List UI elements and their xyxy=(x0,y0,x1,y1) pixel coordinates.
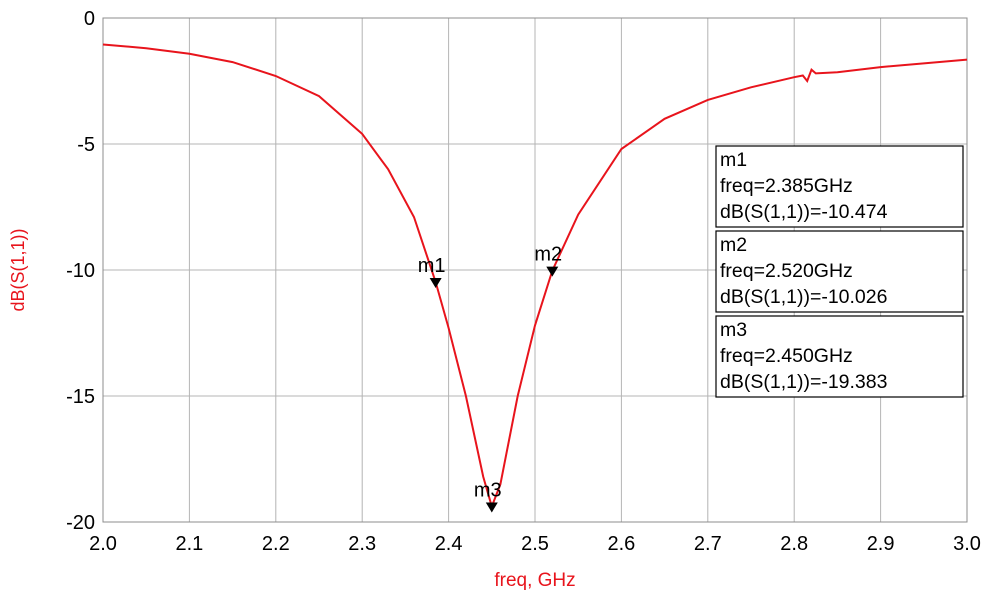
x-tick-label: 2.8 xyxy=(780,533,808,555)
readout-line: freq=2.520GHz xyxy=(720,260,853,282)
readout-box-frame xyxy=(715,145,964,228)
readout-line: m2 xyxy=(720,234,747,256)
x-tick-label: 2.3 xyxy=(348,533,376,555)
readout-line: dB(S(1,1))=-10.474 xyxy=(720,201,888,223)
marker-m1-triangle xyxy=(429,277,442,288)
readout-line: m3 xyxy=(720,319,747,341)
readout-box-m3: m3 freq=2.450GHz dB(S(1,1))=-19.383 xyxy=(715,315,964,398)
x-tick-label: 2.2 xyxy=(262,533,290,555)
marker-m2-label: m2 xyxy=(534,244,562,266)
plot-area-frame xyxy=(102,17,968,523)
x-tick-label: 2.9 xyxy=(867,533,895,555)
marker-m1-label: m1 xyxy=(418,255,446,277)
x-tick-label: 2.5 xyxy=(521,533,549,555)
tick-labels: 2.0 2.1 2.2 2.3 2.4 2.5 2.6 2.7 2.8 2.9 3.0 0 -5 -10 -… xyxy=(66,8,981,555)
y-tick-label: -15 xyxy=(66,386,95,408)
marker-m3-label: m3 xyxy=(474,479,502,501)
x-tick-label: 3.0 xyxy=(953,533,981,555)
s11-trace-line xyxy=(102,43,968,510)
x-axis-label: freq, GHz xyxy=(494,570,575,591)
readout-box-frame xyxy=(715,230,964,313)
x-tick-label: 2.7 xyxy=(694,533,722,555)
readout-box-m1: m1 freq=2.385GHz dB(S(1,1))=-10.474 xyxy=(715,145,964,228)
readout-box-frame xyxy=(715,315,964,398)
y-tick-label: -5 xyxy=(77,134,95,156)
readout-line: dB(S(1,1))=-19.383 xyxy=(720,371,887,393)
y-axis-label: dB(S(1,1)) xyxy=(8,228,28,311)
marker-m2-triangle xyxy=(546,266,559,277)
markers: m1 m2 m3 xyxy=(418,244,562,513)
y-tick-label: 0 xyxy=(84,8,95,30)
readout-box-m2: m2 freq=2.520GHz dB(S(1,1))=-10.026 xyxy=(715,230,964,313)
y-tick-label: -10 xyxy=(66,260,95,282)
readout-line: m1 xyxy=(720,149,747,171)
y-tick-label: -20 xyxy=(66,512,95,534)
readout-line: freq=2.450GHz xyxy=(720,345,853,367)
marker-m3-triangle xyxy=(485,502,498,513)
readout-line: dB(S(1,1))=-10.026 xyxy=(720,286,887,308)
x-tick-label: 2.1 xyxy=(175,533,203,555)
marker-readouts: m1 freq=2.385GHz dB(S(1,1))=-10.474 m2 freq=… xyxy=(715,145,964,398)
x-tick-label: 2.4 xyxy=(435,533,463,555)
x-tick-label: 2.6 xyxy=(607,533,635,555)
x-tick-label: 2.0 xyxy=(89,533,117,555)
readout-line: freq=2.385GHz xyxy=(720,175,853,197)
